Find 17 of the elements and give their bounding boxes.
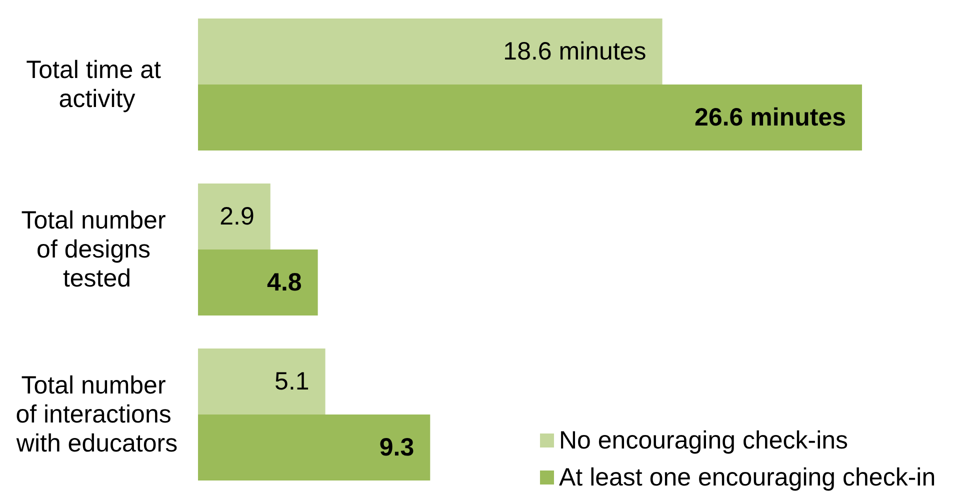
data-label: 9.3 (379, 434, 414, 462)
bar (198, 414, 430, 480)
bar (198, 18, 662, 84)
data-label: 26.6 minutes (694, 104, 846, 132)
y-tick-label: Total number of designs tested (21, 206, 173, 292)
data-label: 5.1 (274, 368, 310, 396)
bar (198, 84, 862, 150)
bar (198, 250, 318, 316)
y-tick-label: Total time at activity (26, 56, 168, 113)
bar (198, 348, 326, 414)
data-label: 2.9 (220, 202, 254, 230)
legend-label: No encouraging check-ins (559, 426, 848, 454)
y-tick-label: Total number of interactions with educators (15, 372, 178, 458)
data-label: 4.8 (267, 268, 302, 296)
data-label: 18.6 minutes (503, 38, 646, 66)
bar (198, 184, 270, 250)
legend-label: At least one encouraging check-in (559, 464, 936, 492)
